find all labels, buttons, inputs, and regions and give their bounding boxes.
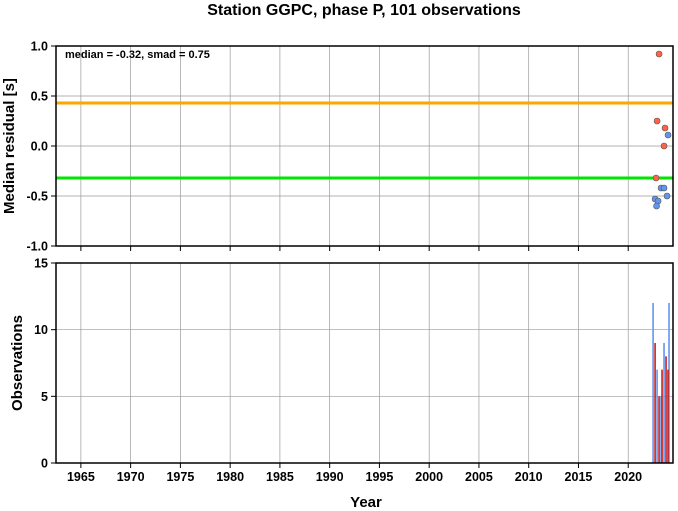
- observation-bar: [656, 369, 658, 463]
- residual-point: [652, 174, 660, 182]
- observation-bar: [668, 303, 670, 463]
- residual-point: [661, 124, 669, 132]
- y-tick-label: 10: [34, 323, 48, 337]
- x-tick-label: 1965: [67, 470, 95, 484]
- residual-y-axis-label: Median residual [s]: [1, 78, 18, 214]
- y-tick-label: -0.5: [26, 190, 48, 204]
- observations-x-ticks: 1965 1970 1975 1980 1985 1990 1995 2000 2005 2010…: [67, 463, 642, 484]
- y-tick-label: 1.0: [31, 40, 48, 54]
- y-tick-label: -1.0: [26, 240, 48, 254]
- residual-x-ticks: [80, 246, 629, 251]
- residual-point: [660, 142, 668, 150]
- x-tick-label: 1975: [166, 470, 194, 484]
- residual-y-ticks: -1.0 -0.5 0.0 0.5 1.0: [26, 40, 56, 254]
- chart-title: Station GGPC, phase P, 101 observations: [207, 2, 521, 19]
- x-tick-label: 2020: [614, 470, 642, 484]
- x-tick-label: 1980: [216, 470, 244, 484]
- observations-y-axis-label: Observations: [9, 315, 26, 411]
- observation-bar: [661, 369, 663, 463]
- observation-bar: [660, 396, 662, 463]
- x-tick-label: 1990: [316, 470, 344, 484]
- observations-y-ticks: 0 5 10 15: [34, 257, 56, 471]
- observations-grid: [56, 262, 673, 464]
- residual-point: [653, 202, 660, 210]
- residual-point: [664, 131, 672, 139]
- x-axis-label: Year: [350, 494, 382, 511]
- x-tick-label: 1970: [117, 470, 145, 484]
- observation-bars: [652, 303, 670, 463]
- y-tick-label: 5: [41, 390, 48, 404]
- residual-point: [663, 192, 671, 200]
- x-tick-label: 2010: [515, 470, 543, 484]
- x-tick-label: 1995: [366, 470, 394, 484]
- reference-lines: [56, 101, 673, 180]
- observation-bar: [665, 356, 667, 463]
- residual-points: [651, 50, 672, 210]
- observation-bar: [667, 369, 669, 463]
- x-tick-label: 2015: [565, 470, 593, 484]
- y-tick-label: 0: [41, 457, 48, 471]
- x-tick-label: 2000: [415, 470, 443, 484]
- y-tick-label: 0.5: [31, 90, 48, 104]
- residual-point: [660, 184, 668, 192]
- x-tick-label: 1985: [266, 470, 294, 484]
- median-smad-annotation: median = -0.32, smad = 0.75: [65, 49, 210, 61]
- observation-bar: [663, 343, 665, 463]
- residual-point: [655, 50, 663, 58]
- residual-panel: -1.0 -0.5 0.0 0.5 1.0 median = -0.32, smad =…: [1, 40, 674, 254]
- observation-bar: [652, 303, 654, 463]
- observation-bar: [654, 343, 656, 463]
- residual-grid: [56, 45, 673, 247]
- observations-panel: 0 5 10 15 1965 1970 1975 1980 1985 1990 1995 2000 2…: [9, 257, 674, 511]
- y-tick-label: 0.0: [31, 140, 48, 154]
- observation-bar: [658, 396, 660, 463]
- y-tick-label: 15: [34, 257, 48, 271]
- residual-point: [653, 117, 661, 125]
- observations-plot-frame: [55, 262, 674, 464]
- x-tick-label: 2005: [465, 470, 493, 484]
